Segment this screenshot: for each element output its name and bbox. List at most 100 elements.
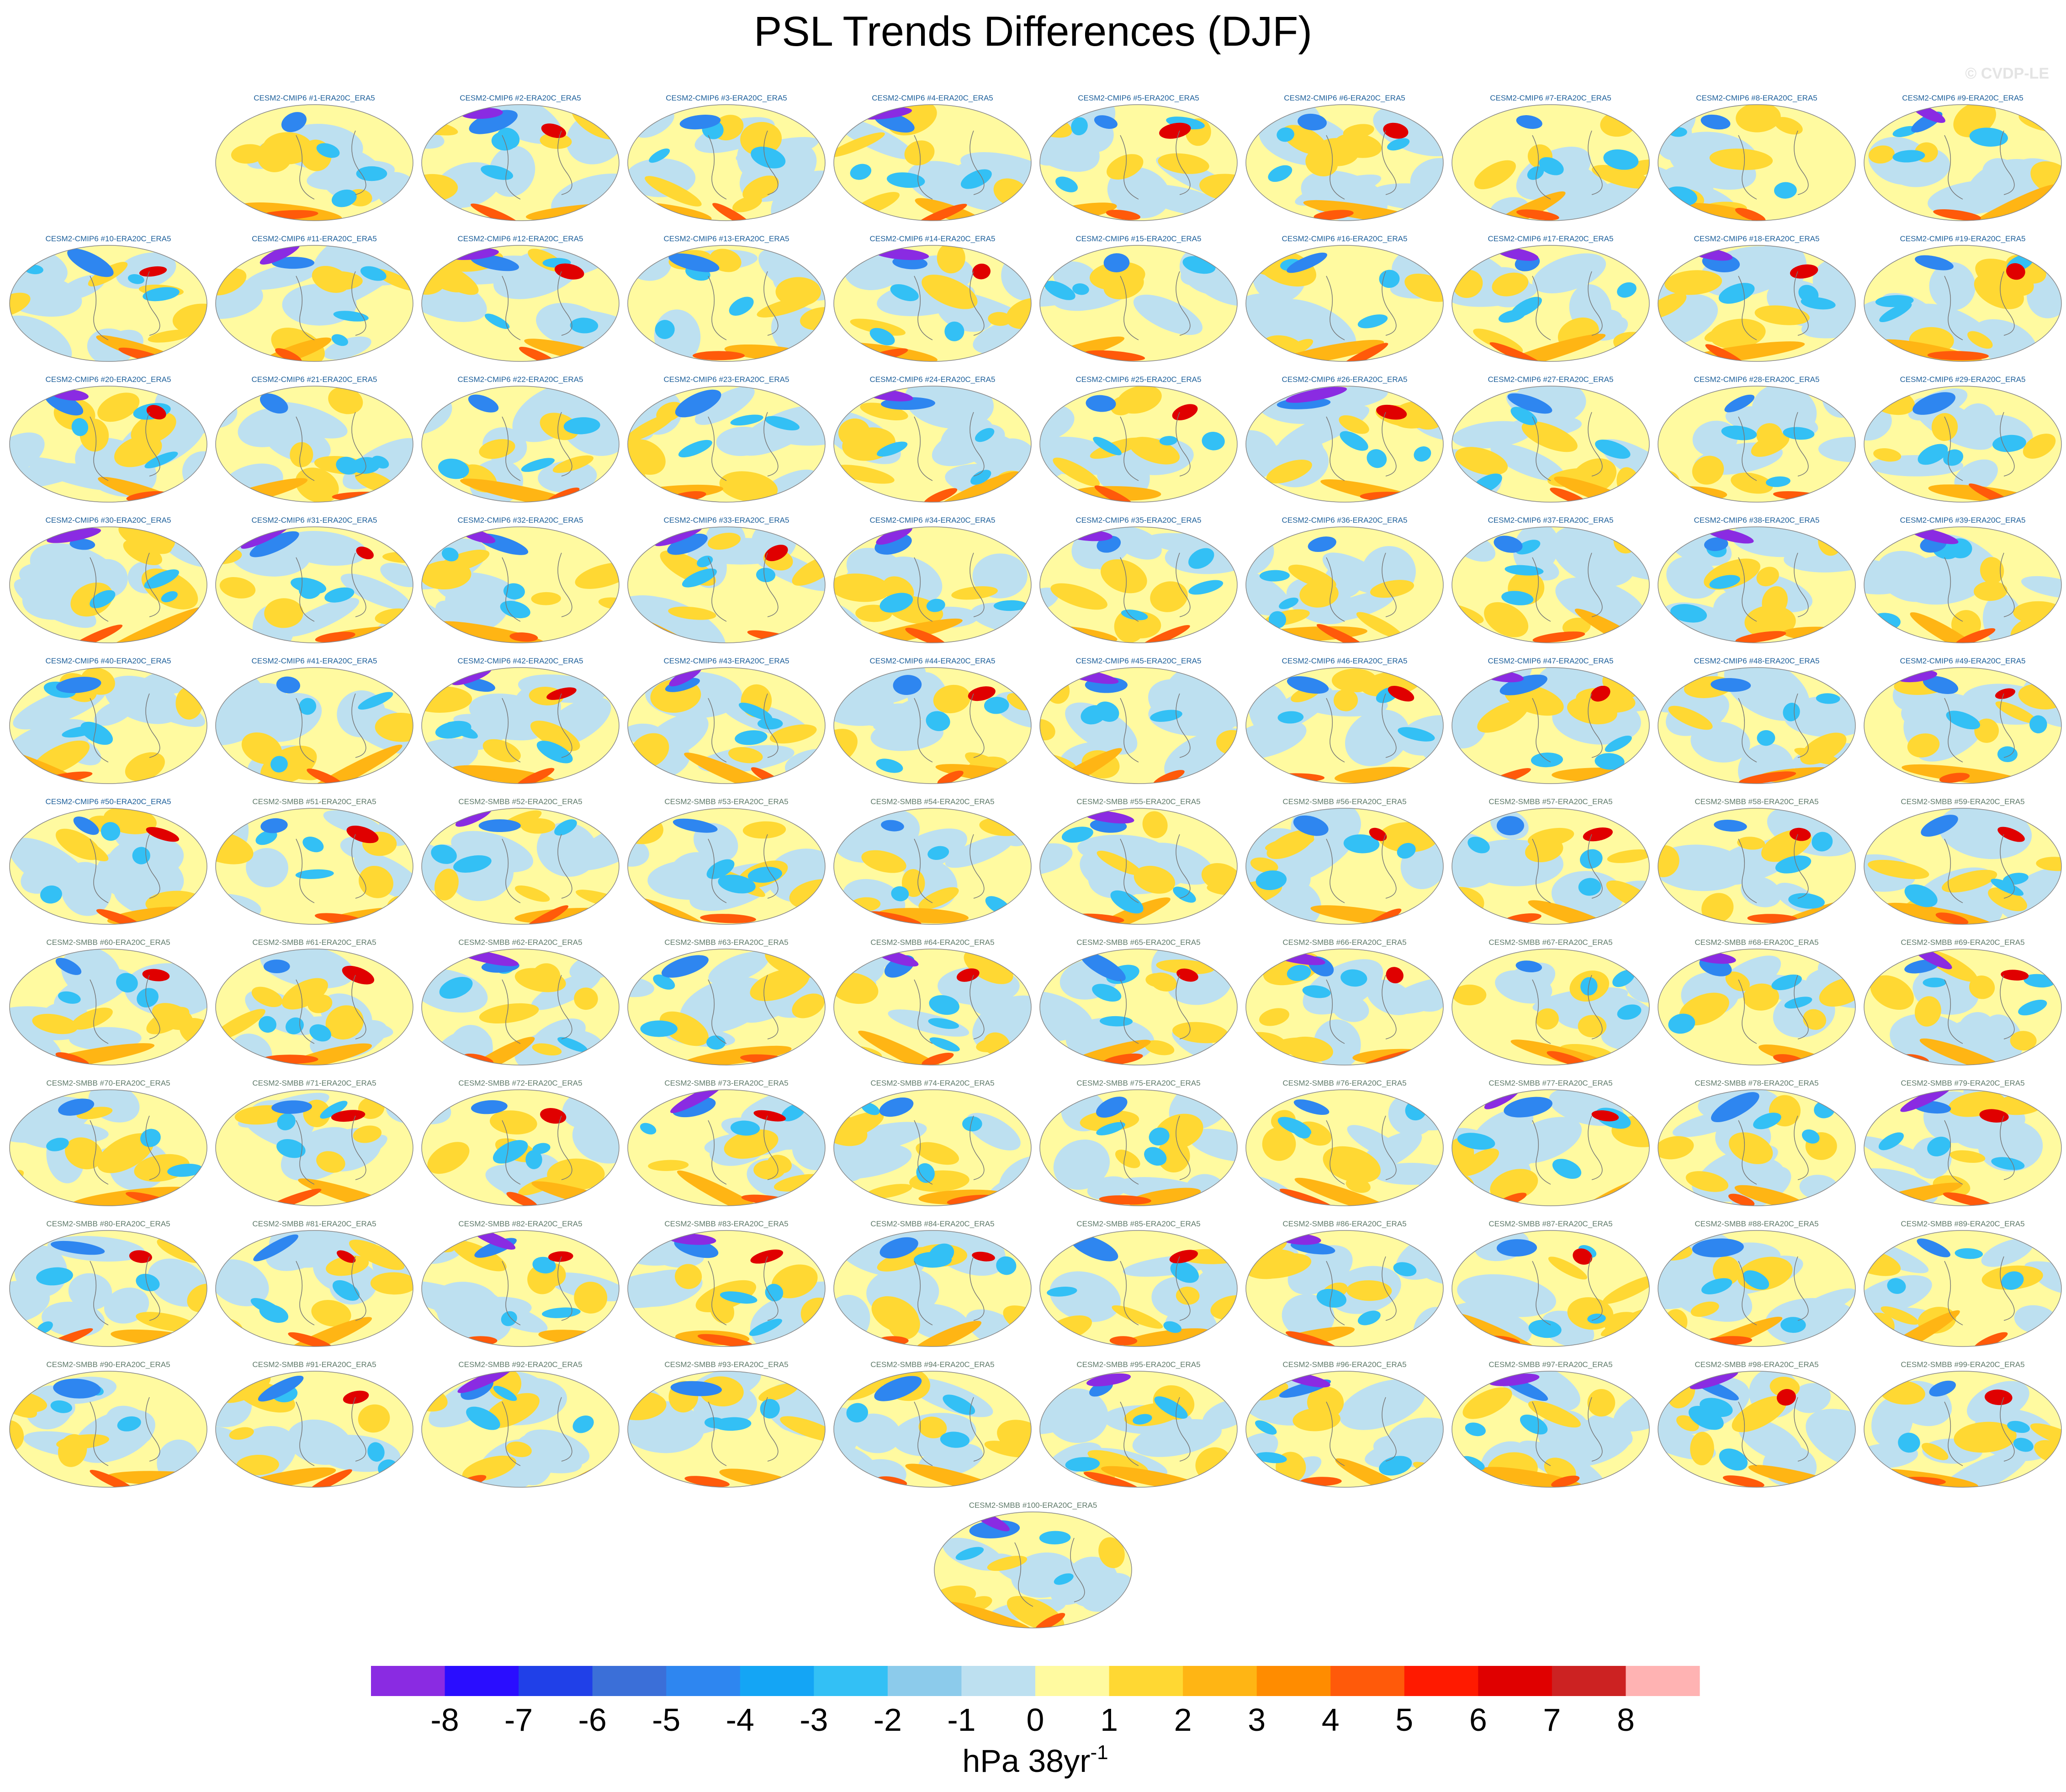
- map-panel: CESM2-SMBB #62-ERA20C_ERA5: [421, 938, 620, 1066]
- map-blob: [1093, 436, 1122, 456]
- map-blob: [1089, 261, 1145, 291]
- coastline: [90, 975, 160, 1044]
- map-field: [1658, 386, 1855, 502]
- panel-title: CESM2-SMBB #61-ERA20C_ERA5: [252, 938, 376, 947]
- map-blob: [46, 1138, 69, 1151]
- map-panel: CESM2-SMBB #53-ERA20C_ERA5: [627, 797, 826, 925]
- map-panel: CESM2-SMBB #59-ERA20C_ERA5: [1864, 797, 2062, 925]
- map-blob: [1919, 1038, 2011, 1065]
- map-blob: [749, 1319, 782, 1336]
- map-outline: [421, 949, 620, 1066]
- map-blob: [758, 1383, 799, 1402]
- coastline: [914, 693, 985, 763]
- map-blob: [648, 1160, 689, 1171]
- map-blob: [2001, 970, 2029, 981]
- map-blob: [117, 1416, 141, 1431]
- map-outline: [215, 1089, 413, 1206]
- map-blob: [1776, 1389, 1796, 1406]
- map-field: [1246, 1090, 1443, 1206]
- colorbar-box: [1183, 1666, 1257, 1696]
- panel-title: CESM2-SMBB #97-ERA20C_ERA5: [1489, 1360, 1612, 1369]
- panel-title: CESM2-CMIP6 #42-ERA20C_ERA5: [458, 657, 583, 665]
- colorbar-label: -8: [430, 1702, 459, 1738]
- map-blob: [1595, 440, 1631, 459]
- coastline: [1944, 1115, 2015, 1185]
- panel-title: CESM2-CMIP6 #22-ERA20C_ERA5: [458, 375, 583, 384]
- map-outline: [1658, 808, 1856, 925]
- map-blob: [1864, 558, 1907, 594]
- map-blob: [1334, 133, 1382, 158]
- map-blob: [928, 1018, 959, 1029]
- map-blob: [1458, 1148, 1499, 1176]
- map-blob: [1490, 1169, 1538, 1201]
- map-blob: [1918, 444, 1948, 465]
- map-panel: CESM2-SMBB #70-ERA20C_ERA5: [9, 1079, 207, 1206]
- map-blob: [532, 1257, 556, 1274]
- coastline: [502, 130, 572, 200]
- map-blob: [1747, 914, 1797, 923]
- map-field: [216, 1371, 413, 1487]
- map-blob: [1957, 403, 1998, 450]
- map-blob: [968, 686, 996, 701]
- map-blob: [367, 1442, 385, 1462]
- map-blob: [1701, 1278, 1732, 1294]
- map-blob: [742, 175, 779, 201]
- map-blob: [713, 1417, 752, 1431]
- map-blob: [36, 1267, 73, 1286]
- panel-title: CESM2-SMBB #80-ERA20C_ERA5: [46, 1219, 170, 1228]
- panel-title: CESM2-CMIP6 #46-ERA20C_ERA5: [1282, 657, 1408, 665]
- map-blob: [325, 1005, 364, 1040]
- map-blob: [1818, 436, 1855, 462]
- map-blob: [1455, 447, 1508, 476]
- map-blob: [1387, 138, 1410, 151]
- map-outline: [833, 1371, 1032, 1488]
- map-blob: [1766, 476, 1791, 487]
- map-field: [1864, 105, 2061, 221]
- colorbar-label: -7: [504, 1702, 533, 1738]
- map-panel: CESM2-SMBB #67-ERA20C_ERA5: [1451, 938, 1650, 1066]
- map-blob: [972, 1251, 995, 1262]
- colorbar-box: [1109, 1666, 1183, 1696]
- map-blob: [258, 1016, 277, 1033]
- map-blob: [1527, 166, 1544, 180]
- map-blob: [1783, 703, 1800, 721]
- map-blob: [1086, 1373, 1131, 1387]
- map-panel: CESM2-SMBB #58-ERA20C_ERA5: [1658, 797, 1856, 925]
- panel-title: CESM2-SMBB #63-ERA20C_ERA5: [664, 938, 788, 947]
- map-outline: [1039, 808, 1238, 925]
- coastline: [1120, 130, 1191, 200]
- map-panel: CESM2-CMIP6 #20-ERA20C_ERA5: [9, 375, 207, 503]
- map-outline: [215, 245, 413, 362]
- map-blob: [277, 1113, 296, 1130]
- map-blob: [453, 855, 492, 873]
- map-blob: [1898, 1432, 1920, 1453]
- map-blob: [531, 972, 601, 1010]
- panel-title: CESM2-SMBB #70-ERA20C_ERA5: [46, 1079, 170, 1087]
- map-blob: [1991, 1157, 2025, 1170]
- map-field: [1864, 245, 2061, 361]
- map-blob: [1780, 1317, 1806, 1333]
- map-outline: [1245, 526, 1444, 643]
- watermark: © CVDP-LE: [1965, 65, 2049, 82]
- map-blob: [1690, 721, 1750, 763]
- map-panel: CESM2-CMIP6 #32-ERA20C_ERA5: [421, 516, 620, 643]
- map-blob: [764, 545, 788, 562]
- map-blob: [1414, 446, 1431, 462]
- map-field: [1452, 1090, 1649, 1206]
- map-blob: [53, 1378, 101, 1399]
- map-blob: [482, 739, 521, 763]
- map-blob: [148, 329, 192, 343]
- map-outline: [627, 1371, 826, 1488]
- map-blob: [309, 1024, 331, 1042]
- map-blob: [69, 538, 95, 550]
- map-outline: [1451, 1230, 1650, 1347]
- map-blob: [984, 697, 1009, 714]
- map-outline: [421, 245, 620, 362]
- map-blob: [281, 978, 328, 1010]
- map-blob: [90, 590, 116, 609]
- map-blob: [1302, 985, 1331, 998]
- map-blob: [333, 311, 369, 322]
- map-blob: [1115, 1150, 1140, 1168]
- map-field: [834, 1090, 1031, 1206]
- map-blob: [1397, 843, 1416, 859]
